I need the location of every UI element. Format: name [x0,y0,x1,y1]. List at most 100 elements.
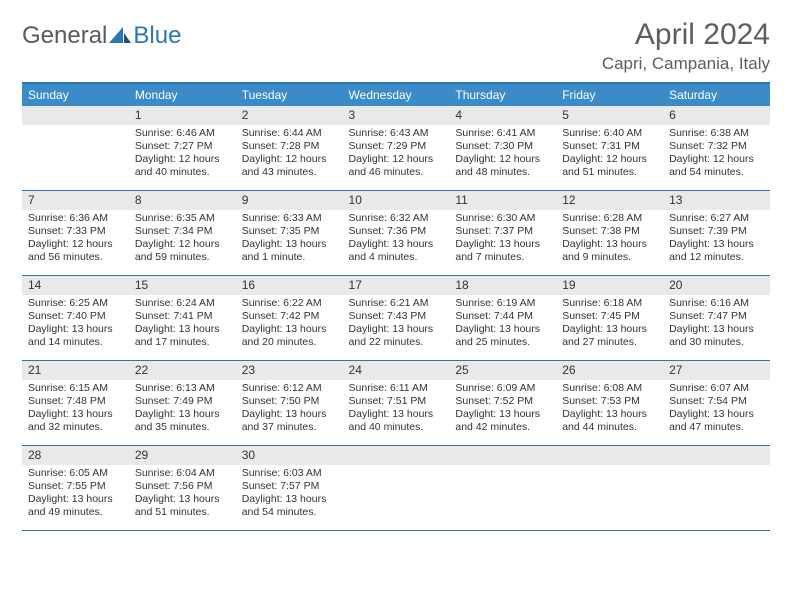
day-cell [556,446,663,530]
day-cell: 5Sunrise: 6:40 AMSunset: 7:31 PMDaylight… [556,106,663,190]
sunrise-text: Sunrise: 6:07 AM [669,382,764,395]
day-number: 27 [663,361,770,380]
day-number: 23 [236,361,343,380]
day-cell: 28Sunrise: 6:05 AMSunset: 7:55 PMDayligh… [22,446,129,530]
day-header: Wednesday [343,84,450,106]
day-cell [663,446,770,530]
day-content: Sunrise: 6:44 AMSunset: 7:28 PMDaylight:… [236,125,343,184]
day-content: Sunrise: 6:11 AMSunset: 7:51 PMDaylight:… [343,380,450,439]
day-cell: 15Sunrise: 6:24 AMSunset: 7:41 PMDayligh… [129,276,236,360]
day-content: Sunrise: 6:15 AMSunset: 7:48 PMDaylight:… [22,380,129,439]
day-content: Sunrise: 6:27 AMSunset: 7:39 PMDaylight:… [663,210,770,269]
day-header: Friday [556,84,663,106]
sunrise-text: Sunrise: 6:05 AM [28,467,123,480]
day-number: 25 [449,361,556,380]
day-number [449,446,556,465]
sunset-text: Sunset: 7:40 PM [28,310,123,323]
day-number: 18 [449,276,556,295]
daylight-text: Daylight: 12 hours and 40 minutes. [135,153,230,179]
day-content: Sunrise: 6:40 AMSunset: 7:31 PMDaylight:… [556,125,663,184]
day-content: Sunrise: 6:18 AMSunset: 7:45 PMDaylight:… [556,295,663,354]
day-cell: 18Sunrise: 6:19 AMSunset: 7:44 PMDayligh… [449,276,556,360]
sunset-text: Sunset: 7:54 PM [669,395,764,408]
sunset-text: Sunset: 7:57 PM [242,480,337,493]
sunrise-text: Sunrise: 6:41 AM [455,127,550,140]
day-header: Saturday [663,84,770,106]
daylight-text: Daylight: 13 hours and 32 minutes. [28,408,123,434]
sunset-text: Sunset: 7:29 PM [349,140,444,153]
sunrise-text: Sunrise: 6:43 AM [349,127,444,140]
sunrise-text: Sunrise: 6:18 AM [562,297,657,310]
day-content: Sunrise: 6:08 AMSunset: 7:53 PMDaylight:… [556,380,663,439]
day-content: Sunrise: 6:13 AMSunset: 7:49 PMDaylight:… [129,380,236,439]
sunset-text: Sunset: 7:52 PM [455,395,550,408]
daylight-text: Daylight: 12 hours and 59 minutes. [135,238,230,264]
sunrise-text: Sunrise: 6:21 AM [349,297,444,310]
daylight-text: Daylight: 13 hours and 49 minutes. [28,493,123,519]
day-content: Sunrise: 6:46 AMSunset: 7:27 PMDaylight:… [129,125,236,184]
sunrise-text: Sunrise: 6:46 AM [135,127,230,140]
daylight-text: Daylight: 13 hours and 40 minutes. [349,408,444,434]
day-cell: 2Sunrise: 6:44 AMSunset: 7:28 PMDaylight… [236,106,343,190]
sunset-text: Sunset: 7:35 PM [242,225,337,238]
daylight-text: Daylight: 12 hours and 51 minutes. [562,153,657,179]
sunrise-text: Sunrise: 6:13 AM [135,382,230,395]
daylight-text: Daylight: 13 hours and 35 minutes. [135,408,230,434]
daylight-text: Daylight: 12 hours and 43 minutes. [242,153,337,179]
daylight-text: Daylight: 13 hours and 20 minutes. [242,323,337,349]
day-content: Sunrise: 6:07 AMSunset: 7:54 PMDaylight:… [663,380,770,439]
day-content: Sunrise: 6:43 AMSunset: 7:29 PMDaylight:… [343,125,450,184]
daylight-text: Daylight: 13 hours and 14 minutes. [28,323,123,349]
sunset-text: Sunset: 7:48 PM [28,395,123,408]
day-header: Thursday [449,84,556,106]
day-number: 11 [449,191,556,210]
daylight-text: Daylight: 13 hours and 9 minutes. [562,238,657,264]
day-number [343,446,450,465]
sunset-text: Sunset: 7:50 PM [242,395,337,408]
page-header: General Blue April 2024 Capri, Campania,… [22,18,770,74]
sunrise-text: Sunrise: 6:22 AM [242,297,337,310]
daylight-text: Daylight: 13 hours and 17 minutes. [135,323,230,349]
sunset-text: Sunset: 7:42 PM [242,310,337,323]
week-row: 1Sunrise: 6:46 AMSunset: 7:27 PMDaylight… [22,106,770,191]
day-cell: 4Sunrise: 6:41 AMSunset: 7:30 PMDaylight… [449,106,556,190]
day-cell [343,446,450,530]
day-content: Sunrise: 6:28 AMSunset: 7:38 PMDaylight:… [556,210,663,269]
sunset-text: Sunset: 7:30 PM [455,140,550,153]
day-number: 28 [22,446,129,465]
day-cell: 9Sunrise: 6:33 AMSunset: 7:35 PMDaylight… [236,191,343,275]
day-cell: 21Sunrise: 6:15 AMSunset: 7:48 PMDayligh… [22,361,129,445]
sunrise-text: Sunrise: 6:12 AM [242,382,337,395]
sunset-text: Sunset: 7:38 PM [562,225,657,238]
day-cell: 13Sunrise: 6:27 AMSunset: 7:39 PMDayligh… [663,191,770,275]
title-block: April 2024 Capri, Campania, Italy [602,18,770,74]
day-content: Sunrise: 6:36 AMSunset: 7:33 PMDaylight:… [22,210,129,269]
sunrise-text: Sunrise: 6:09 AM [455,382,550,395]
daylight-text: Daylight: 13 hours and 51 minutes. [135,493,230,519]
day-content: Sunrise: 6:38 AMSunset: 7:32 PMDaylight:… [663,125,770,184]
day-content: Sunrise: 6:30 AMSunset: 7:37 PMDaylight:… [449,210,556,269]
sunset-text: Sunset: 7:41 PM [135,310,230,323]
day-header-row: Sunday Monday Tuesday Wednesday Thursday… [22,84,770,106]
daylight-text: Daylight: 13 hours and 30 minutes. [669,323,764,349]
sunset-text: Sunset: 7:43 PM [349,310,444,323]
sunset-text: Sunset: 7:32 PM [669,140,764,153]
daylight-text: Daylight: 13 hours and 12 minutes. [669,238,764,264]
day-cell: 27Sunrise: 6:07 AMSunset: 7:54 PMDayligh… [663,361,770,445]
day-number: 4 [449,106,556,125]
day-cell: 26Sunrise: 6:08 AMSunset: 7:53 PMDayligh… [556,361,663,445]
day-number: 22 [129,361,236,380]
day-cell: 22Sunrise: 6:13 AMSunset: 7:49 PMDayligh… [129,361,236,445]
sunset-text: Sunset: 7:39 PM [669,225,764,238]
day-cell: 20Sunrise: 6:16 AMSunset: 7:47 PMDayligh… [663,276,770,360]
day-content: Sunrise: 6:19 AMSunset: 7:44 PMDaylight:… [449,295,556,354]
daylight-text: Daylight: 13 hours and 27 minutes. [562,323,657,349]
day-content: Sunrise: 6:16 AMSunset: 7:47 PMDaylight:… [663,295,770,354]
day-content: Sunrise: 6:22 AMSunset: 7:42 PMDaylight:… [236,295,343,354]
sunrise-text: Sunrise: 6:25 AM [28,297,123,310]
logo-text-1: General [22,22,107,50]
week-row: 28Sunrise: 6:05 AMSunset: 7:55 PMDayligh… [22,446,770,531]
day-content: Sunrise: 6:09 AMSunset: 7:52 PMDaylight:… [449,380,556,439]
sunset-text: Sunset: 7:53 PM [562,395,657,408]
day-number: 7 [22,191,129,210]
